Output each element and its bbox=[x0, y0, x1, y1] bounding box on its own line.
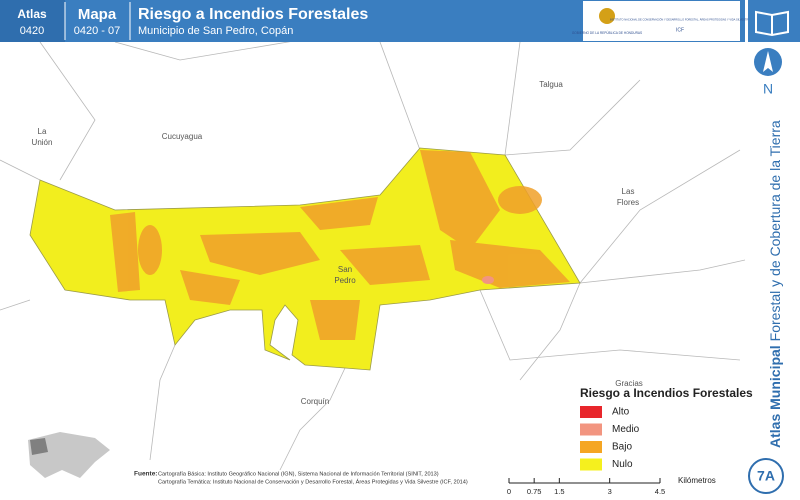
logo-right: INSTITUTO NACIONAL DE CONSERVACIÓN Y DES… bbox=[610, 17, 750, 22]
place-label: San bbox=[338, 265, 352, 274]
scale-tick-label: 0 bbox=[507, 487, 511, 496]
north-arrow bbox=[763, 51, 773, 72]
source-line: Cartografía Básica: Instituto Geográfico… bbox=[158, 471, 439, 477]
risk-patch-medio bbox=[482, 276, 494, 284]
legend-label: Bajo bbox=[612, 442, 632, 453]
subtitle: Municipio de San Pedro, Copán bbox=[138, 25, 293, 37]
side-theme: Forestal y de Cobertura de la Tierra bbox=[767, 120, 783, 341]
title: Riesgo a Incendios Forestales bbox=[138, 6, 368, 23]
place-label: Talgua bbox=[539, 80, 563, 89]
municipality bbox=[29, 147, 581, 371]
inset-map bbox=[28, 432, 110, 478]
scale-tick-label: 4.5 bbox=[655, 487, 665, 496]
place-label: Corquín bbox=[301, 397, 329, 406]
legend-label: Medio bbox=[612, 424, 640, 435]
source: Cartografía Básica: Instituto Geográfico… bbox=[158, 471, 468, 485]
place-label: Flores bbox=[617, 198, 639, 207]
atlas-code: 0420 bbox=[20, 25, 44, 37]
scale-tick-label: 3 bbox=[608, 487, 612, 496]
place-label: La bbox=[38, 127, 47, 136]
place-label: Cucuyagua bbox=[162, 132, 203, 141]
atlas-label: Atlas bbox=[17, 7, 47, 21]
badge-circle bbox=[748, 458, 784, 494]
scale-tick-label: 0.75 bbox=[527, 487, 542, 496]
mapa-label: Mapa bbox=[78, 6, 117, 23]
side-atlas: Atlas Municipal bbox=[767, 345, 783, 448]
north-label: N bbox=[763, 81, 773, 97]
legend-swatch bbox=[580, 458, 602, 471]
place-label: Pedro bbox=[334, 276, 356, 285]
place-label: Las bbox=[622, 187, 635, 196]
legend-label: Nulo bbox=[612, 459, 633, 470]
scale-tick-label: 1.5 bbox=[554, 487, 564, 496]
atlas-box bbox=[0, 0, 65, 42]
legend-label: Alto bbox=[612, 407, 630, 418]
book-icon bbox=[755, 10, 789, 37]
source-label: Fuente: bbox=[134, 471, 157, 478]
badge: 7A bbox=[757, 468, 775, 484]
place-label: Gracias bbox=[615, 379, 643, 388]
legend: Riesgo a Incendios Forestales Alto Medio B… bbox=[580, 386, 753, 471]
scale: Kilómetros 0 0.75 1.5 3 4.5 bbox=[507, 476, 716, 496]
inset-highlight bbox=[30, 438, 48, 455]
logo-left: GOBIERNO DE LA REPÚBLICA DE HONDURAS bbox=[572, 30, 642, 35]
logo-emblem bbox=[599, 8, 615, 24]
source-line: Cartografía Temática: Instituto Nacional… bbox=[158, 478, 468, 485]
place-label: Unión bbox=[32, 138, 53, 147]
logo-right-short: ICF bbox=[676, 27, 684, 33]
side-title: Atlas Municipal Forestal y de Cobertura d… bbox=[767, 120, 783, 448]
scale-unit: Kilómetros bbox=[678, 476, 716, 485]
places: La Unión Cucuyagua Talgua Las Flores San Pedro G… bbox=[32, 80, 643, 406]
risk-patches bbox=[110, 150, 570, 340]
legend-swatch bbox=[580, 423, 602, 436]
legend-swatch bbox=[580, 406, 602, 418]
boundaries bbox=[0, 39, 746, 471]
mapa-code: 0420 - 07 bbox=[74, 25, 120, 37]
legend-title: Riesgo a Incendios Forestales bbox=[580, 386, 753, 400]
legend-swatch bbox=[580, 441, 602, 453]
